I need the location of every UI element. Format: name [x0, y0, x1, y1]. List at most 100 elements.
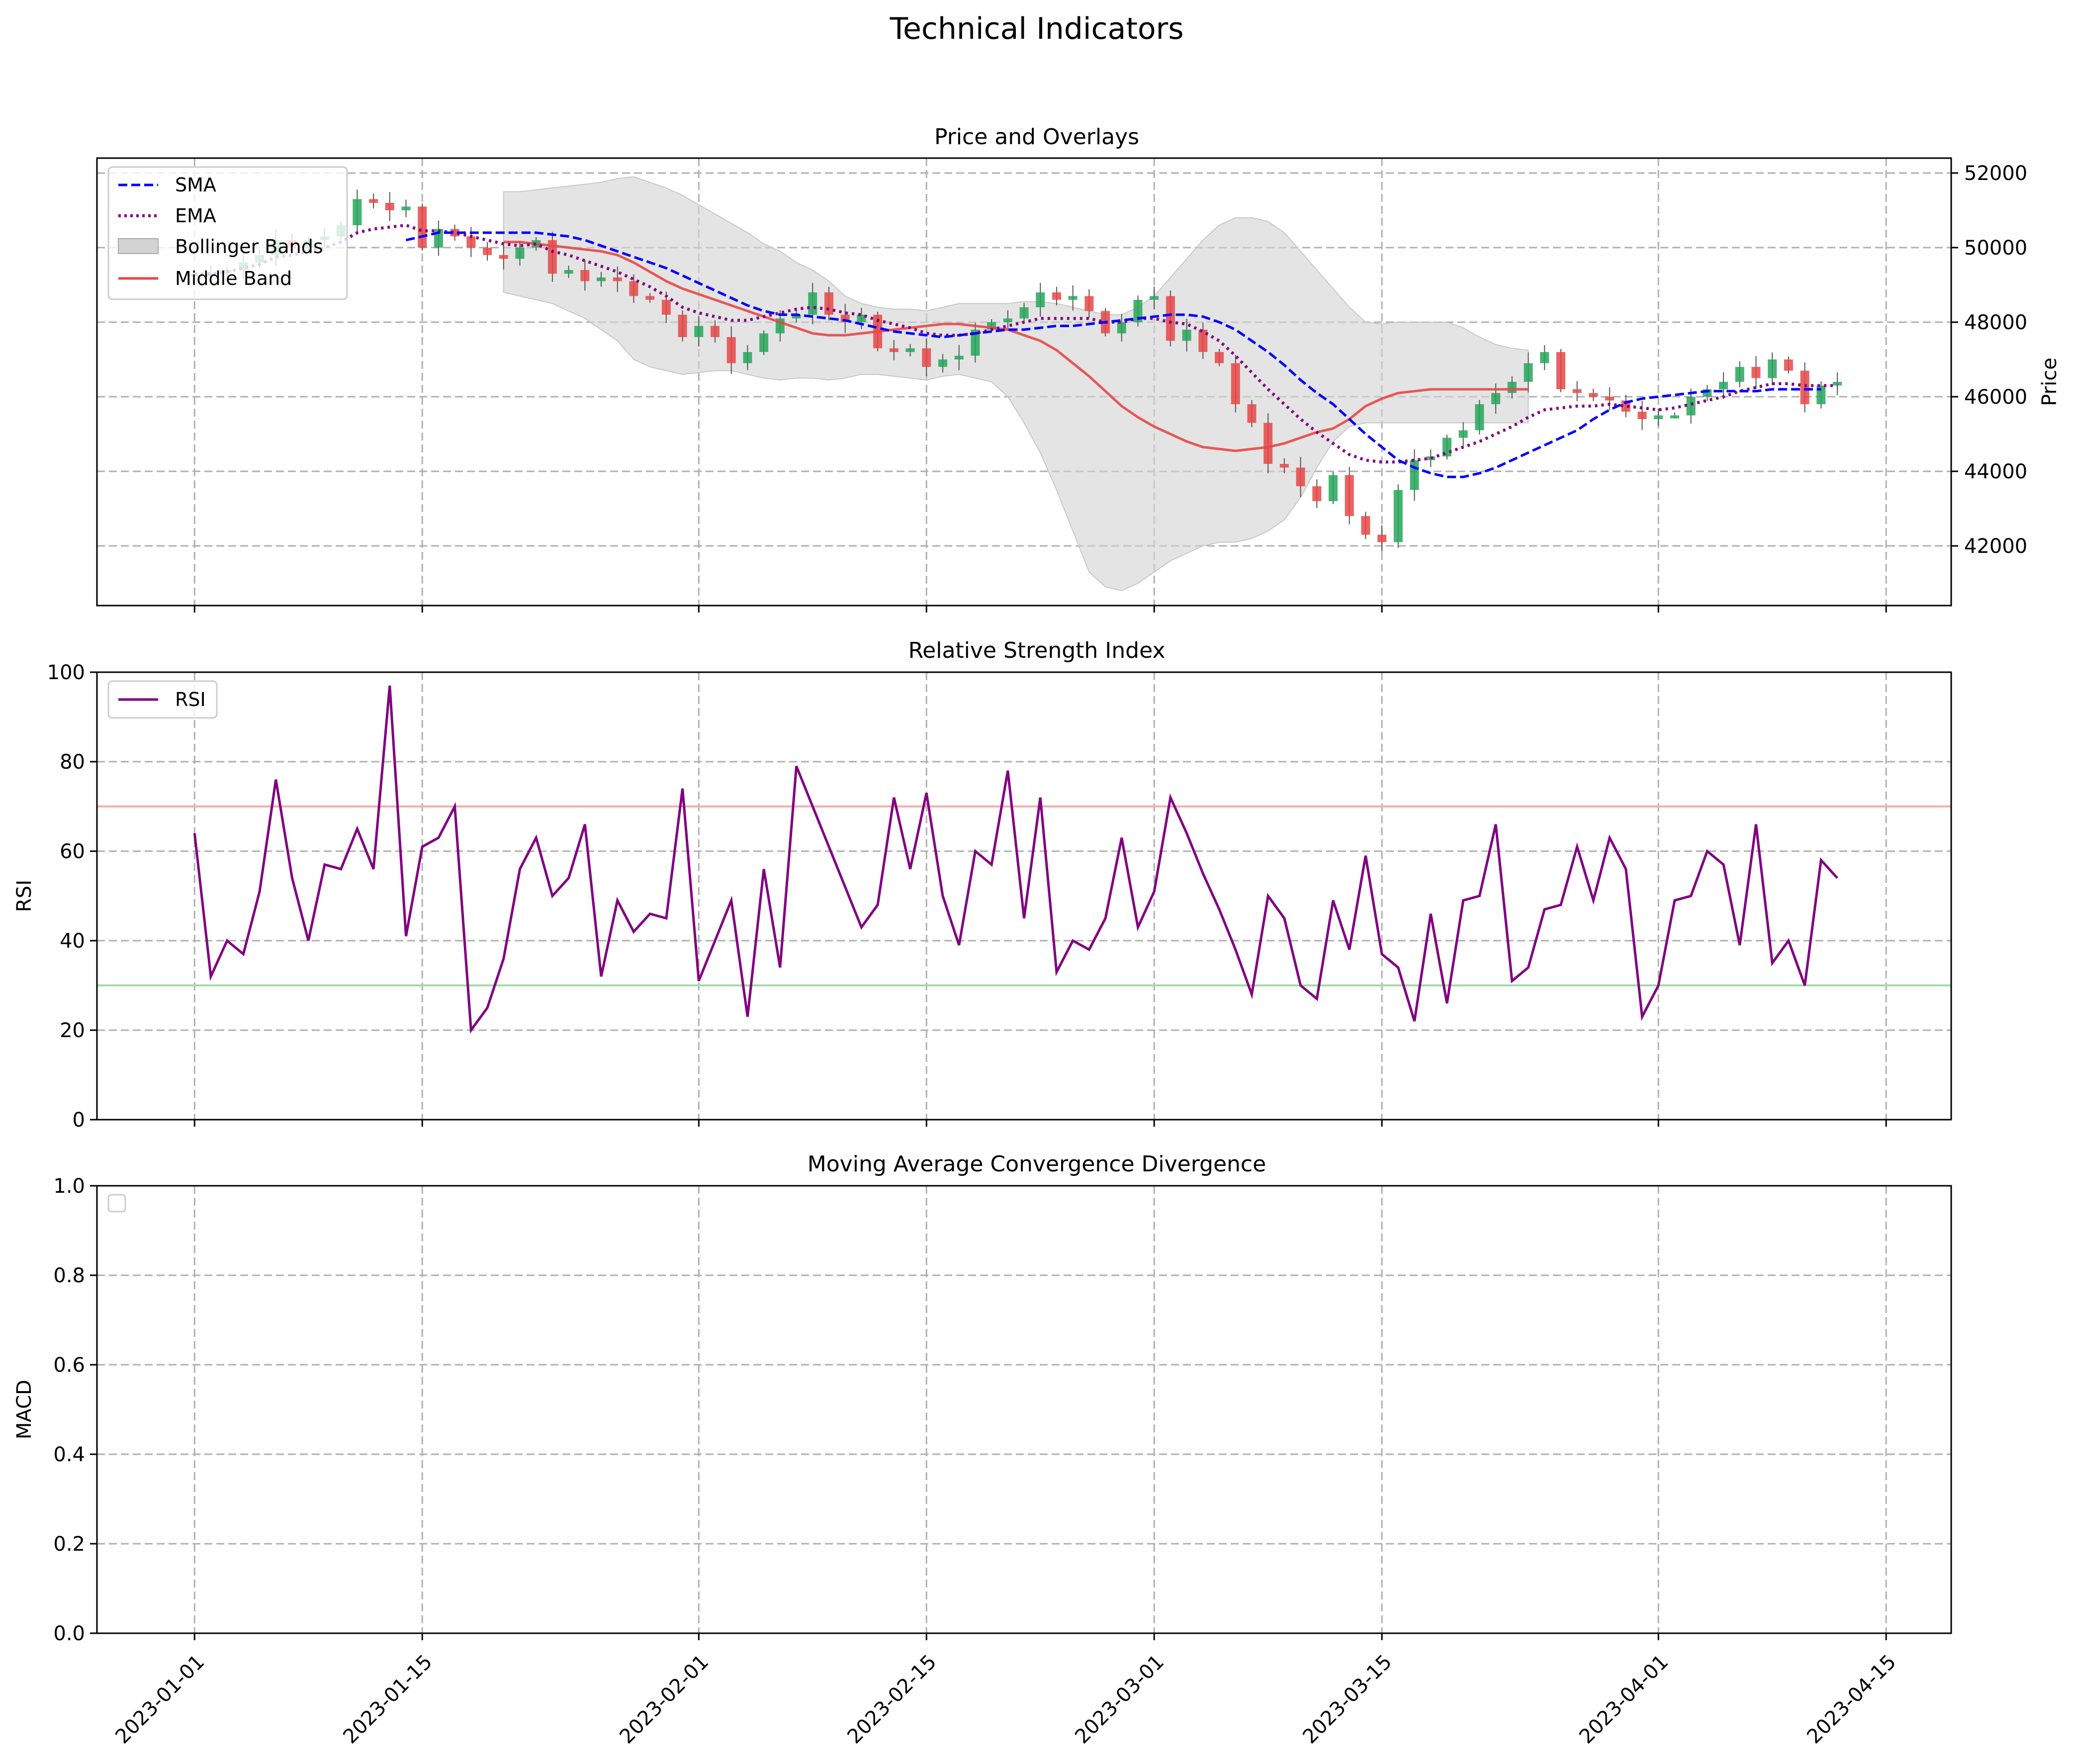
price-legend-box [107, 166, 348, 300]
candle-up [1719, 382, 1728, 389]
price-y-label: Price [2038, 357, 2061, 406]
candle-up [1475, 404, 1484, 431]
ema-line [194, 223, 1837, 464]
x-tick-label: 2023-01-01 [111, 1651, 209, 1749]
candle-down [613, 277, 622, 281]
rsi-y-label: RSI [13, 880, 36, 912]
price-legend: SMA EMA Bollinger Bands Middle Band [107, 166, 348, 300]
candle-down [483, 248, 492, 255]
rsi-legend: RSI [107, 680, 218, 719]
candle-down [726, 337, 736, 363]
candle-up [808, 292, 817, 315]
x-tick-label: 2023-04-01 [1575, 1651, 1673, 1749]
candle-up [1426, 456, 1436, 460]
y-tick-label: 0.4 [53, 1443, 85, 1466]
candle-down [1361, 516, 1370, 535]
candle-down [1589, 393, 1598, 397]
macd-grid [97, 1185, 1951, 1634]
figure-title: Technical Indicators [890, 11, 1184, 46]
candle-down [450, 229, 459, 237]
legend-ema-label: EMA [175, 205, 216, 227]
candle-down [711, 326, 720, 337]
macd-axes-frame [96, 1185, 1952, 1634]
candle-up [1133, 300, 1143, 322]
candle-up [1393, 490, 1403, 542]
price-panel-title: Price and Overlays [934, 124, 1139, 150]
y-tick-label: 60 [60, 840, 85, 863]
candle-down [1215, 352, 1224, 363]
candle-up [1410, 460, 1419, 490]
y-tick-label: 0.2 [53, 1533, 85, 1556]
candle-down [418, 206, 427, 248]
candle-up [1182, 330, 1191, 341]
candle-down [580, 270, 590, 281]
y-tick-label: 100 [47, 661, 85, 684]
bollinger-band-area [503, 176, 1529, 592]
rsi-axes-frame [96, 671, 1952, 1121]
candle-up [938, 359, 947, 367]
macd-legend [107, 1194, 126, 1213]
y-tick-label: 46000 [1964, 386, 2027, 409]
x-tick-label: 2023-03-15 [1298, 1651, 1396, 1749]
rsi-x-tick-marks [193, 1120, 1887, 1127]
candle-up [515, 248, 525, 259]
macd-panel: Moving Average Convergence Divergence 0.… [13, 1151, 1952, 1749]
candle-down [1572, 389, 1582, 393]
candle-down [661, 300, 671, 315]
candle-down [1296, 467, 1305, 486]
candle-down [1312, 486, 1322, 501]
candle-up [971, 330, 980, 356]
candle-down [1556, 352, 1565, 389]
overlay-lines [194, 223, 1837, 478]
candle-down [889, 348, 899, 352]
candle-up [1329, 475, 1338, 501]
candle-down [385, 203, 394, 210]
x-tick-label: 2023-02-01 [615, 1651, 713, 1749]
candle-down [1345, 475, 1354, 516]
y-tick-label: 40 [60, 930, 85, 953]
legend-bollinger-swatch [118, 238, 159, 254]
candle-up [1150, 296, 1159, 300]
x-tick-label: 2023-02-15 [843, 1651, 941, 1749]
y-tick-label: 52000 [1964, 162, 2027, 185]
y-tick-label: 42000 [1964, 535, 2027, 558]
candle-down [645, 296, 655, 300]
bollinger-bands [503, 176, 1529, 592]
legend-bollinger-label: Bollinger Bands [175, 236, 323, 258]
candle-down [1084, 296, 1094, 311]
rsi-series-line [193, 685, 1838, 1034]
rsi-reference-lines [97, 805, 1951, 986]
candle-down [1166, 296, 1175, 341]
candle-down [1052, 292, 1061, 300]
y-tick-label: 1.0 [53, 1175, 85, 1198]
candle-down [1605, 397, 1615, 401]
candle-down [1377, 534, 1387, 542]
candle-down [629, 281, 638, 296]
candle-up [1458, 430, 1468, 438]
candle-down [1279, 464, 1289, 468]
y-tick-label: 80 [60, 751, 85, 774]
y-tick-label: 0.6 [53, 1354, 85, 1377]
candle-down [824, 292, 833, 315]
candle-up [1524, 363, 1533, 382]
candle-up [1670, 415, 1679, 419]
candle-down [1637, 412, 1647, 419]
y-tick-label: 44000 [1964, 460, 2027, 483]
candle-up [743, 352, 752, 363]
candle-up [792, 315, 801, 319]
candle-up [905, 348, 915, 352]
candle-up [759, 333, 769, 352]
candle-down [1621, 400, 1630, 412]
candle-up [1507, 382, 1517, 393]
candle-up [1768, 359, 1777, 378]
legend-sma-label: SMA [175, 174, 216, 196]
candle-down [1198, 330, 1208, 352]
candle-up [564, 270, 573, 274]
y-tick-label: 0 [73, 1109, 85, 1132]
candle-down [1231, 363, 1240, 404]
y-tick-label: 0.0 [53, 1622, 85, 1645]
x-tick-label: 2023-03-01 [1071, 1651, 1169, 1749]
sma-line [405, 231, 1821, 478]
rsi-line [193, 685, 1838, 1034]
y-tick-label: 48000 [1964, 311, 2027, 334]
